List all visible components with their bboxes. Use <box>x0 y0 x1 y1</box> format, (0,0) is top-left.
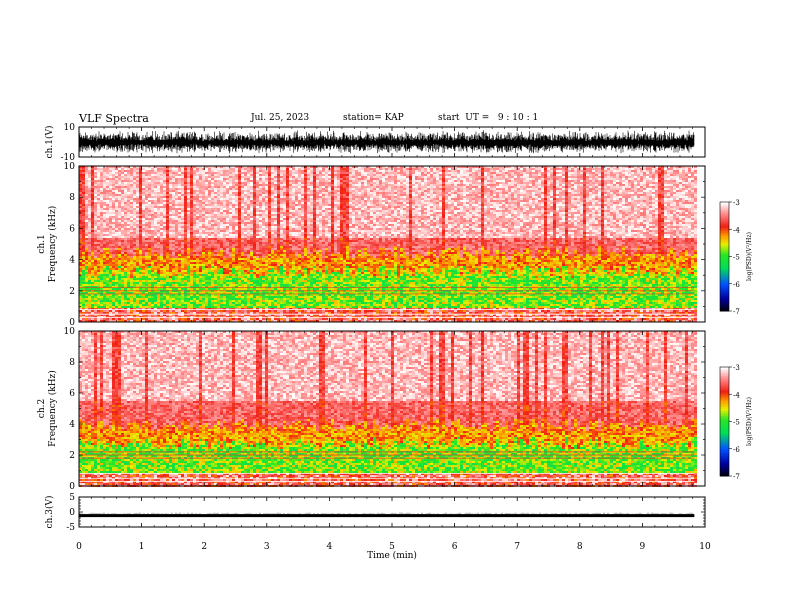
x-axis-label: Time (min) <box>367 550 417 561</box>
y-tick-label: -5 <box>66 523 75 533</box>
spectrogram-image-1 <box>79 166 697 322</box>
x-tick-label: 4 <box>327 542 333 552</box>
y-tick-label: 10 <box>64 123 76 133</box>
y-tick-label: 10 <box>64 327 76 337</box>
y-tick-label: 6 <box>69 224 75 234</box>
spectrogram-image-2 <box>79 331 697 487</box>
ch1-waveform-line <box>79 130 695 154</box>
y-tick-label: 0 <box>69 482 75 492</box>
colorbar-tick-label: -4 <box>733 226 740 234</box>
y-tick-label: 6 <box>69 389 75 399</box>
y-axis-label: ch.1(V) <box>44 126 55 159</box>
station-label: station= KAP <box>343 113 404 123</box>
y-axis-label: Frequency (kHz) <box>47 370 58 447</box>
colorbar-tick-label: -5 <box>733 419 740 427</box>
x-tick-label: 10 <box>699 542 711 552</box>
y-axis-label: ch.3(V) <box>44 496 55 529</box>
y-tick-label: 2 <box>69 287 75 297</box>
x-tick-label: 5 <box>389 542 395 552</box>
colorbar-tick-label: -4 <box>733 391 740 399</box>
y-tick-label: 2 <box>69 451 75 461</box>
channel-label: ch.1 <box>37 234 47 253</box>
colorbar-label: log(PSD)(V²/Hz) <box>746 232 753 281</box>
x-tick-label: 9 <box>640 542 646 552</box>
colorbar-tick-label: -6 <box>733 281 740 289</box>
colorbar-tick-label: -5 <box>733 254 740 262</box>
ch3-waveform-line <box>79 514 695 518</box>
x-tick-label: 0 <box>76 542 82 552</box>
colorbar-tick-label: -7 <box>733 308 740 316</box>
y-axis-label: Frequency (kHz) <box>47 206 58 283</box>
y-tick-label: 0 <box>69 508 75 518</box>
y-tick-label: 0 <box>69 318 75 328</box>
date-label: Jul. 25, 2023 <box>251 113 309 123</box>
waveform-panel-3 <box>78 496 706 528</box>
y-tick-label: 4 <box>69 420 75 430</box>
x-tick-label: 3 <box>264 542 270 552</box>
colorbar-label: log(PSD)(V²/Hz) <box>746 397 753 446</box>
y-tick-label: 4 <box>69 256 75 266</box>
x-tick-label: 7 <box>514 542 520 552</box>
waveform-trace <box>79 512 695 518</box>
channel-label: ch.2 <box>37 399 47 418</box>
x-tick-label: 2 <box>201 542 207 552</box>
y-tick-label: -10 <box>61 153 76 163</box>
y-tick-label: 10 <box>64 162 76 172</box>
start-time-label: start UT = 9 : 10 : 1 <box>438 113 538 123</box>
y-tick-label: 8 <box>69 358 75 368</box>
colorbar-1 <box>719 201 732 312</box>
chart-title: VLF Spectra <box>79 112 149 125</box>
y-tick-label: 8 <box>69 193 75 203</box>
y-tick-label: 5 <box>69 493 75 503</box>
colorbar-2 <box>719 366 732 477</box>
x-tick-label: 1 <box>139 542 145 552</box>
ch3-waveform-noise <box>79 512 695 515</box>
colorbar-tick-label: -6 <box>733 446 740 454</box>
colorbar-tick-label: -3 <box>733 364 740 372</box>
colorbar-tick-label: -7 <box>733 473 740 481</box>
colorbar-tick-label: -3 <box>733 199 740 207</box>
waveform-trace <box>79 130 695 154</box>
x-tick-label: 6 <box>452 542 458 552</box>
x-tick-label: 8 <box>577 542 583 552</box>
